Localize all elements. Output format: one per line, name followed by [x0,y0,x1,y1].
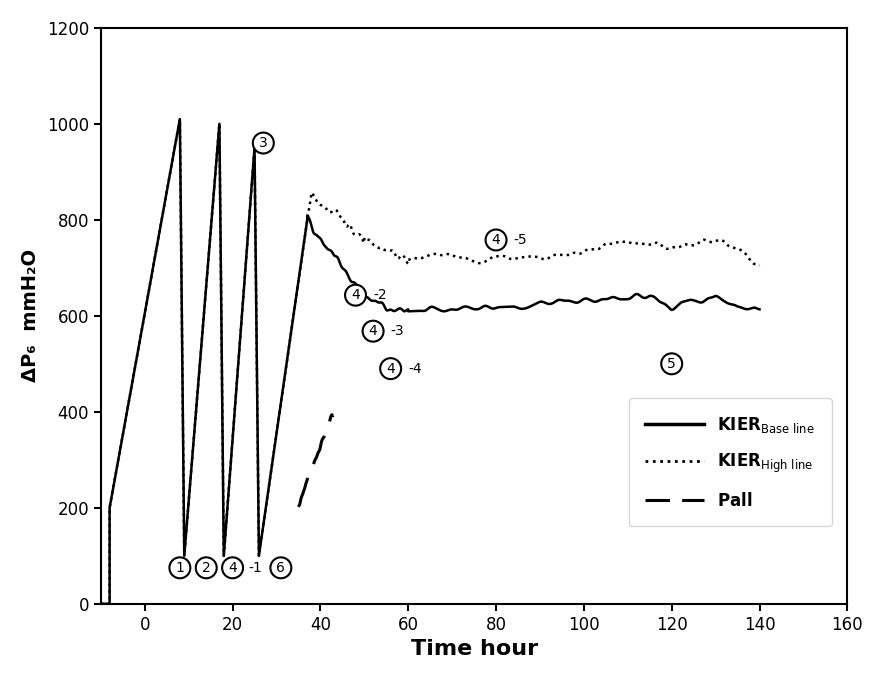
Text: -1: -1 [248,561,262,575]
Text: -3: -3 [391,324,404,338]
Y-axis label: ΔP₆  mmH₂O: ΔP₆ mmH₂O [21,250,40,382]
Text: 4: 4 [369,324,377,338]
Text: -5: -5 [514,233,527,247]
Text: 4: 4 [492,233,500,247]
Text: 4: 4 [351,288,360,302]
Text: 6: 6 [277,561,286,575]
Text: -2: -2 [373,288,386,302]
Text: 4: 4 [228,561,237,575]
Text: 4: 4 [386,362,395,375]
Legend: $\mathbf{KIER}_{\mathrm{Base\ line}}$, $\mathbf{KIER}_{\mathrm{High\ line}}$, $\: $\mathbf{KIER}_{\mathrm{Base\ line}}$, $… [629,398,832,526]
Text: 5: 5 [667,357,676,371]
X-axis label: Time hour: Time hour [410,639,537,659]
Text: 3: 3 [259,136,268,150]
Text: 2: 2 [202,561,210,575]
Text: -4: -4 [408,362,422,375]
Text: 1: 1 [175,561,185,575]
